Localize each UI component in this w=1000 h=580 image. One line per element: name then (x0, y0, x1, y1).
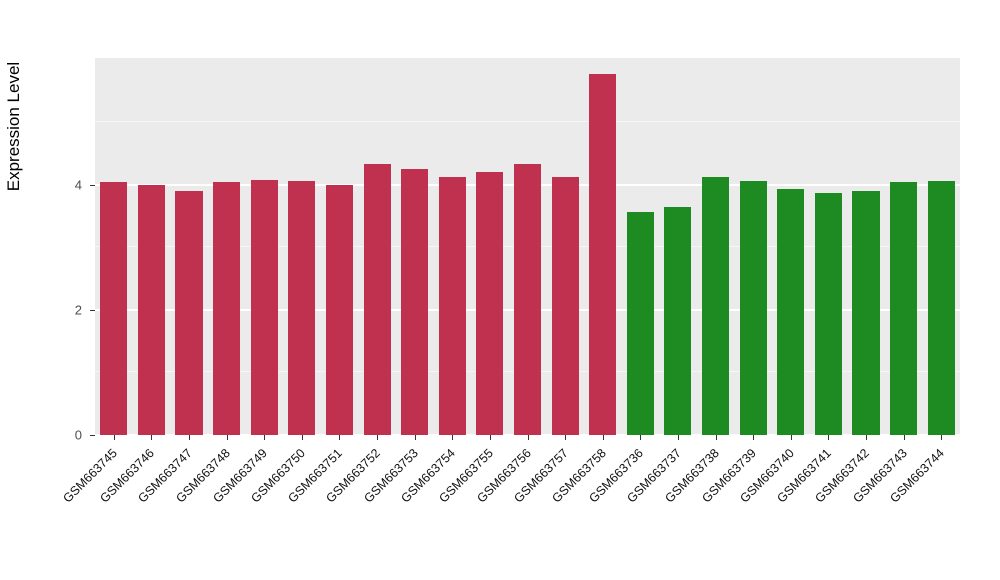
x-tick-mark (903, 435, 905, 440)
y-tick-mark (90, 184, 95, 186)
bar-GSM663741 (814, 193, 842, 435)
x-tick-mark (790, 435, 792, 440)
x-tick-mark (753, 435, 755, 440)
x-tick-mark (301, 435, 303, 440)
x-tick-mark (189, 435, 191, 440)
bar-GSM663753 (401, 169, 429, 435)
bar-GSM663739 (739, 180, 767, 435)
bar-GSM663738 (702, 177, 730, 435)
x-tick-mark (527, 435, 529, 440)
y-tick-label: 2 (74, 302, 82, 318)
y-tick-mark (90, 435, 95, 436)
x-tick-mark (677, 435, 679, 440)
x-tick-mark (264, 435, 266, 440)
bar-GSM663754 (438, 176, 466, 435)
gridline-minor (95, 121, 960, 123)
bar-GSM663748 (213, 181, 241, 435)
x-tick-mark (828, 435, 830, 440)
bar-GSM663751 (325, 184, 353, 435)
bar-GSM663742 (852, 191, 880, 435)
x-tick-mark (602, 435, 604, 440)
y-axis-title: Expression Level (4, 61, 23, 192)
bar-GSM663758 (589, 73, 617, 435)
bar-GSM663750 (288, 180, 316, 435)
bar-GSM663737 (664, 206, 692, 435)
bar-GSM663752 (363, 164, 391, 435)
y-tick-mark (90, 309, 95, 311)
bar-GSM663757 (551, 177, 579, 435)
x-tick-mark (941, 435, 943, 440)
y-tick-label: 0 (74, 427, 82, 443)
bar-GSM663756 (513, 164, 542, 435)
y-tick-label: 4 (74, 177, 82, 193)
x-tick-mark (452, 435, 454, 440)
x-tick-mark (226, 435, 228, 440)
bar-GSM663749 (250, 179, 278, 435)
x-tick-mark (113, 435, 115, 440)
x-tick-mark (151, 435, 153, 440)
bar-GSM663744 (927, 180, 955, 435)
x-tick-mark (414, 435, 416, 440)
bar-GSM663736 (626, 211, 654, 435)
x-tick-mark (489, 435, 491, 440)
x-tick-mark (339, 435, 341, 440)
x-tick-mark (865, 435, 867, 440)
bar-GSM663755 (476, 172, 504, 435)
plot-panel (95, 58, 960, 436)
x-tick-mark (377, 435, 379, 440)
x-tick-mark (640, 435, 642, 440)
bar-GSM663743 (890, 181, 918, 435)
bar-GSM663745 (100, 181, 128, 435)
x-tick-mark (565, 435, 567, 440)
bar-GSM663740 (777, 189, 805, 435)
bar-GSM663746 (137, 184, 165, 435)
bar-GSM663747 (175, 191, 203, 435)
x-tick-mark (715, 435, 717, 440)
